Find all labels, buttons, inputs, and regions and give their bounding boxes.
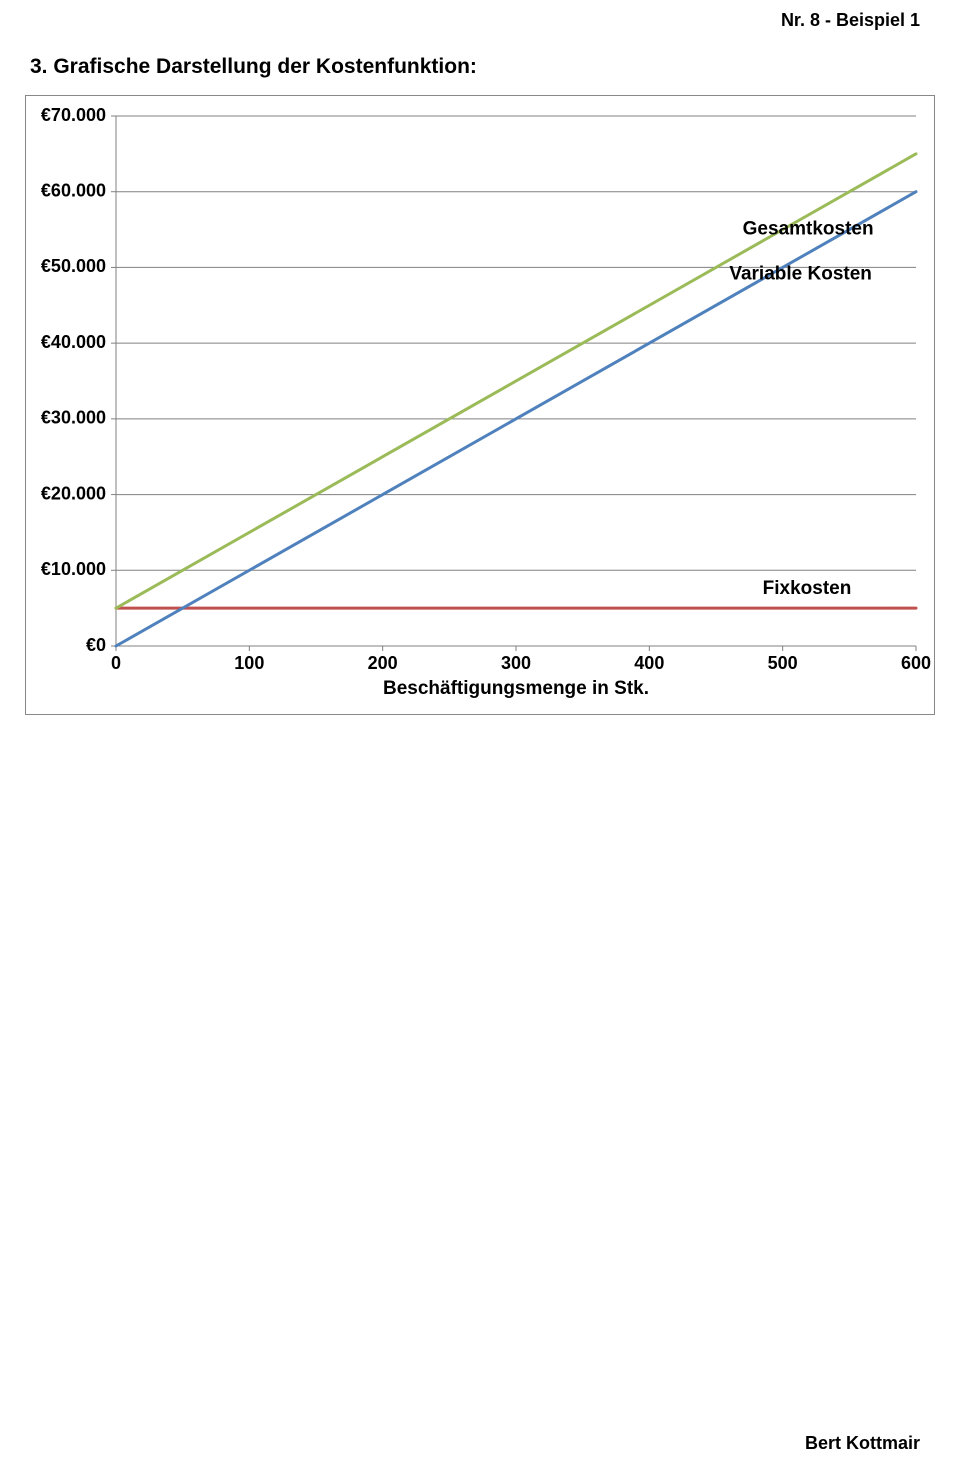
x-axis-title: Beschäftigungsmenge in Stk.	[383, 678, 649, 699]
section-title: 3. Grafische Darstellung der Kostenfunkt…	[30, 55, 477, 79]
series-label-gesamtkosten: Gesamtkosten	[743, 218, 874, 239]
series-label-variable-kosten: Variable Kosten	[729, 264, 872, 285]
y-tick-label: €0	[86, 635, 106, 655]
chart-svg: €0 €10.000 €20.000 €30.000 €40.000 €50.000 €60…	[26, 96, 934, 714]
x-tick-label: 200	[368, 653, 398, 673]
x-tick-label: 600	[901, 653, 931, 673]
series-label-fixkosten: Fixkosten	[763, 578, 852, 599]
header-right-label: Nr. 8 - Beispiel 1	[781, 10, 920, 31]
footer-author: Bert Kottmair	[805, 1433, 920, 1454]
x-tick-label: 100	[234, 653, 264, 673]
y-tick-label: €20.000	[41, 483, 106, 503]
x-tick-label: 400	[634, 653, 664, 673]
x-tick-label: 500	[768, 653, 798, 673]
y-tick-label: €50.000	[41, 256, 106, 276]
y-tick-label: €40.000	[41, 332, 106, 352]
page: Nr. 8 - Beispiel 1 3. Grafische Darstell…	[0, 0, 960, 1466]
y-tick-label: €70.000	[41, 105, 106, 125]
y-tick-label: €60.000	[41, 180, 106, 200]
x-tick-label: 300	[501, 653, 531, 673]
y-tick-label: €30.000	[41, 408, 106, 428]
x-tick-label: 0	[111, 653, 121, 673]
y-tick-label: €10.000	[41, 559, 106, 579]
cost-function-chart: €0 €10.000 €20.000 €30.000 €40.000 €50.000 €60…	[25, 95, 935, 715]
